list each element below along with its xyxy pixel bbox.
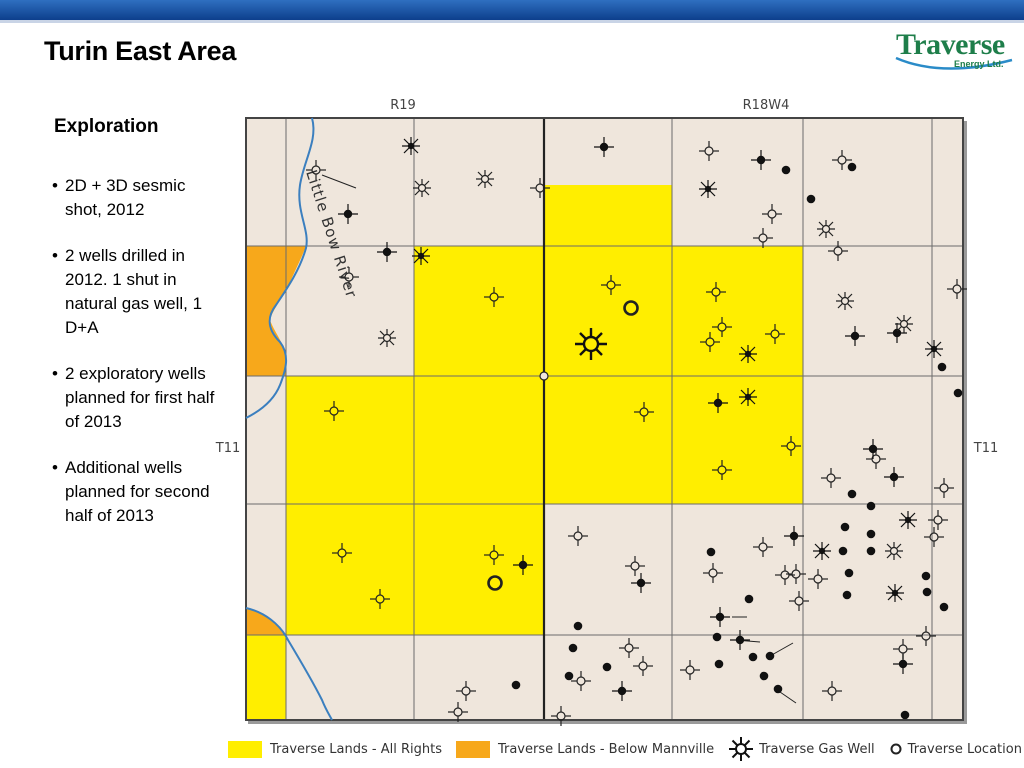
- top-banner-rule: [0, 20, 1024, 23]
- legend-swatch-below-mannville: [455, 740, 490, 758]
- river-line: [245, 117, 315, 419]
- bullet-list: 2D + 3D sesmic shot, 2012 2 wells drille…: [52, 174, 222, 550]
- bullet-item: 2D + 3D sesmic shot, 2012: [52, 174, 222, 222]
- legend-location: Traverse Location: [889, 742, 1022, 757]
- legend-all-rights: Traverse Lands - All Rights: [228, 740, 442, 758]
- bullet-item: Additional wells planned for second half…: [52, 456, 222, 528]
- map-legend: Traverse Lands - All Rights Traverse Lan…: [228, 736, 1024, 762]
- location-ring-icon: [890, 743, 902, 755]
- legend-gas-well: Traverse Gas Well: [728, 736, 875, 762]
- logo-wordmark: Traverse: [896, 28, 1005, 61]
- river-line-south: [245, 607, 333, 721]
- legend-below-mannville: Traverse Lands - Below Mannville: [455, 740, 715, 758]
- legend-label: Traverse Location: [907, 741, 1022, 757]
- company-logo: Traverse Energy Ltd.: [892, 28, 1016, 76]
- bullet-item: 2 wells drilled in 2012. 1 shut in natur…: [52, 244, 222, 340]
- gas-well-icon: [729, 737, 754, 761]
- legend-label: Traverse Lands - Below Mannville: [497, 741, 715, 757]
- top-banner: [0, 0, 1024, 20]
- logo-swoosh-icon: [895, 56, 1013, 70]
- section-grid: [246, 118, 963, 720]
- logo-subtitle: Energy Ltd.: [954, 59, 1004, 69]
- section-heading: Exploration: [54, 116, 159, 137]
- bullet-item: 2 exploratory wells planned for first ha…: [52, 362, 222, 434]
- township-label-right: T11: [973, 441, 998, 456]
- township-label-left: T11: [215, 441, 240, 456]
- legend-label: Traverse Gas Well: [759, 741, 875, 757]
- range-label-r18w4: R18W4: [743, 98, 790, 113]
- legend-swatch-all-rights: [228, 740, 262, 758]
- map-frame: [245, 117, 964, 721]
- section-corner-marker: [539, 371, 549, 381]
- below-mannville-lands: [246, 246, 306, 635]
- slide-title: Turin East Area: [44, 36, 237, 66]
- legend-label: Traverse Lands - All Rights: [270, 741, 442, 757]
- range-label-r19: R19: [390, 98, 416, 113]
